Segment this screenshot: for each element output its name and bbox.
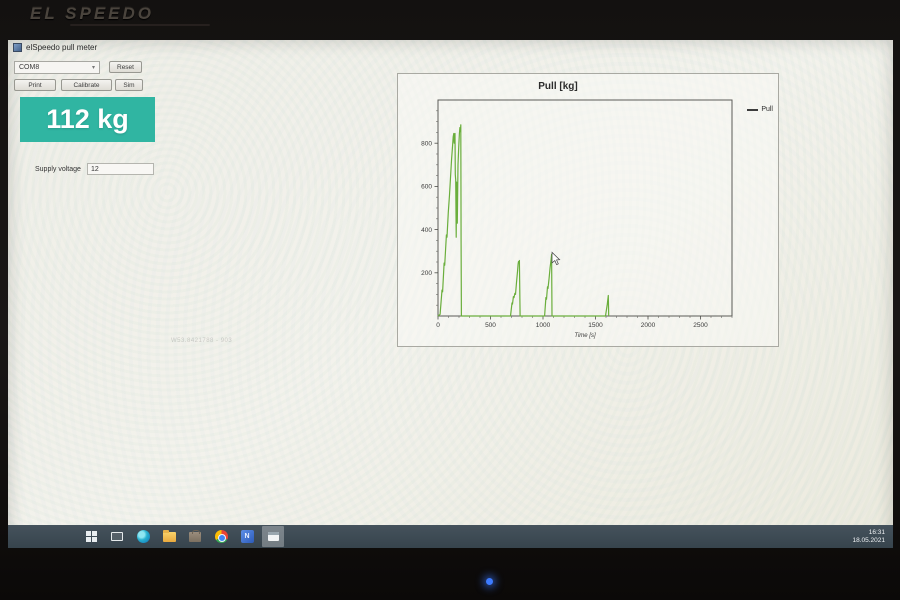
svg-text:200: 200 bbox=[421, 270, 432, 277]
active-window-icon bbox=[267, 532, 279, 541]
svg-text:Time [s]: Time [s] bbox=[574, 333, 596, 339]
screen-watermark: W53.8421788 - 903 bbox=[171, 338, 233, 344]
chevron-down-icon: ▾ bbox=[91, 65, 95, 71]
svg-text:600: 600 bbox=[421, 184, 432, 191]
store-icon bbox=[189, 529, 201, 542]
windows-start-icon bbox=[85, 531, 97, 542]
supply-voltage-label: Supply voltage bbox=[35, 166, 81, 173]
taskbar-item-blue-app[interactable]: N bbox=[236, 526, 258, 547]
supply-voltage-input[interactable] bbox=[87, 163, 154, 175]
pull-chart-plot[interactable]: 0 500 1000 1500 2000 2500 200 400 600 800 Time [s] bbox=[398, 74, 780, 348]
taskbar-item-chrome[interactable] bbox=[210, 526, 232, 547]
monitor-brand-subtitle bbox=[70, 24, 210, 26]
sim-button[interactable]: Sim bbox=[115, 79, 143, 91]
taskbar-item-file-explorer[interactable] bbox=[158, 526, 180, 547]
app-icon bbox=[13, 43, 22, 52]
monitor-brand-logo: EL SPEEDO bbox=[30, 4, 154, 23]
blue-app-icon: N bbox=[240, 530, 254, 543]
screen: elSpeedo pull meter COM8 ▾ Reset Print C… bbox=[8, 40, 893, 548]
svg-text:0: 0 bbox=[436, 322, 440, 329]
task-view-button[interactable] bbox=[106, 526, 128, 547]
task-view-icon bbox=[111, 532, 123, 541]
svg-text:500: 500 bbox=[485, 322, 496, 329]
reset-button[interactable]: Reset bbox=[109, 61, 142, 73]
taskbar-item-store[interactable] bbox=[184, 526, 206, 547]
pull-reading-display: 112 kg bbox=[20, 97, 155, 142]
svg-text:400: 400 bbox=[421, 227, 432, 234]
edge-browser-icon bbox=[136, 530, 150, 543]
taskbar-item-pull-meter-active[interactable] bbox=[262, 526, 284, 547]
taskbar: N 16:31 18.05.2021 bbox=[8, 525, 893, 548]
com-port-dropdown[interactable]: COM8 ▾ bbox=[14, 61, 100, 74]
taskbar-clock[interactable]: 16:31 18.05.2021 bbox=[852, 529, 885, 545]
chrome-browser-icon bbox=[214, 530, 228, 543]
mouse-cursor bbox=[551, 251, 561, 266]
svg-text:1000: 1000 bbox=[536, 322, 551, 329]
chart-legend: Pull bbox=[747, 106, 773, 113]
svg-text:1500: 1500 bbox=[588, 322, 603, 329]
print-button[interactable]: Print bbox=[14, 79, 56, 91]
legend-label: Pull bbox=[761, 106, 773, 113]
clock-date: 18.05.2021 bbox=[852, 536, 885, 544]
series-pull bbox=[437, 124, 610, 317]
power-led bbox=[486, 578, 493, 585]
clock-time: 16:31 bbox=[868, 528, 885, 536]
com-port-value: COM8 bbox=[19, 64, 40, 71]
window-title: elSpeedo pull meter bbox=[26, 43, 98, 52]
start-button[interactable] bbox=[80, 526, 102, 547]
svg-text:2500: 2500 bbox=[693, 322, 708, 329]
svg-text:800: 800 bbox=[421, 141, 432, 148]
legend-line-icon bbox=[747, 108, 759, 111]
taskbar-item-edge[interactable] bbox=[132, 526, 154, 547]
file-explorer-icon bbox=[162, 529, 176, 542]
pull-chart-panel: Pull [kg] Pull 0 500 1000 1500 2000 2500 200 40… bbox=[397, 73, 779, 347]
calibrate-button[interactable]: Calibrate bbox=[61, 79, 112, 91]
chart-title: Pull [kg] bbox=[538, 81, 578, 92]
window-titlebar[interactable]: elSpeedo pull meter bbox=[8, 40, 893, 55]
svg-text:2000: 2000 bbox=[641, 322, 656, 329]
